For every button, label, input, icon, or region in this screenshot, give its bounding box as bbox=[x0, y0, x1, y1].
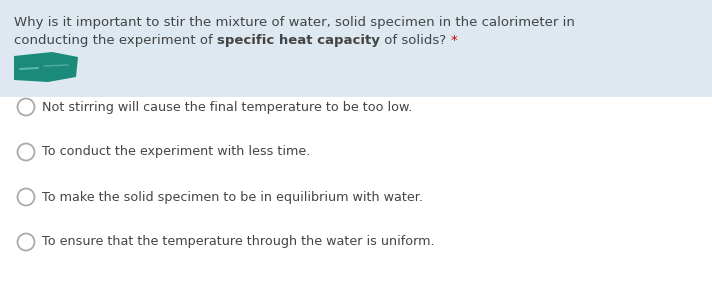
Text: To make the solid specimen to be in equilibrium with water.: To make the solid specimen to be in equi… bbox=[43, 191, 424, 203]
Text: Why is it important to stir the mixture of water, solid specimen in the calorime: Why is it important to stir the mixture … bbox=[14, 16, 575, 29]
Text: conducting the experiment of: conducting the experiment of bbox=[14, 34, 217, 47]
FancyBboxPatch shape bbox=[0, 0, 712, 97]
Text: To ensure that the temperature through the water is uniform.: To ensure that the temperature through t… bbox=[43, 235, 435, 248]
Text: of solids?: of solids? bbox=[380, 34, 450, 47]
Text: specific heat capacity: specific heat capacity bbox=[217, 34, 380, 47]
Text: *: * bbox=[450, 34, 457, 47]
Text: To conduct the experiment with less time.: To conduct the experiment with less time… bbox=[43, 146, 311, 158]
Polygon shape bbox=[14, 52, 78, 82]
Text: Not stirring will cause the final temperature to be too low.: Not stirring will cause the final temper… bbox=[43, 101, 413, 114]
